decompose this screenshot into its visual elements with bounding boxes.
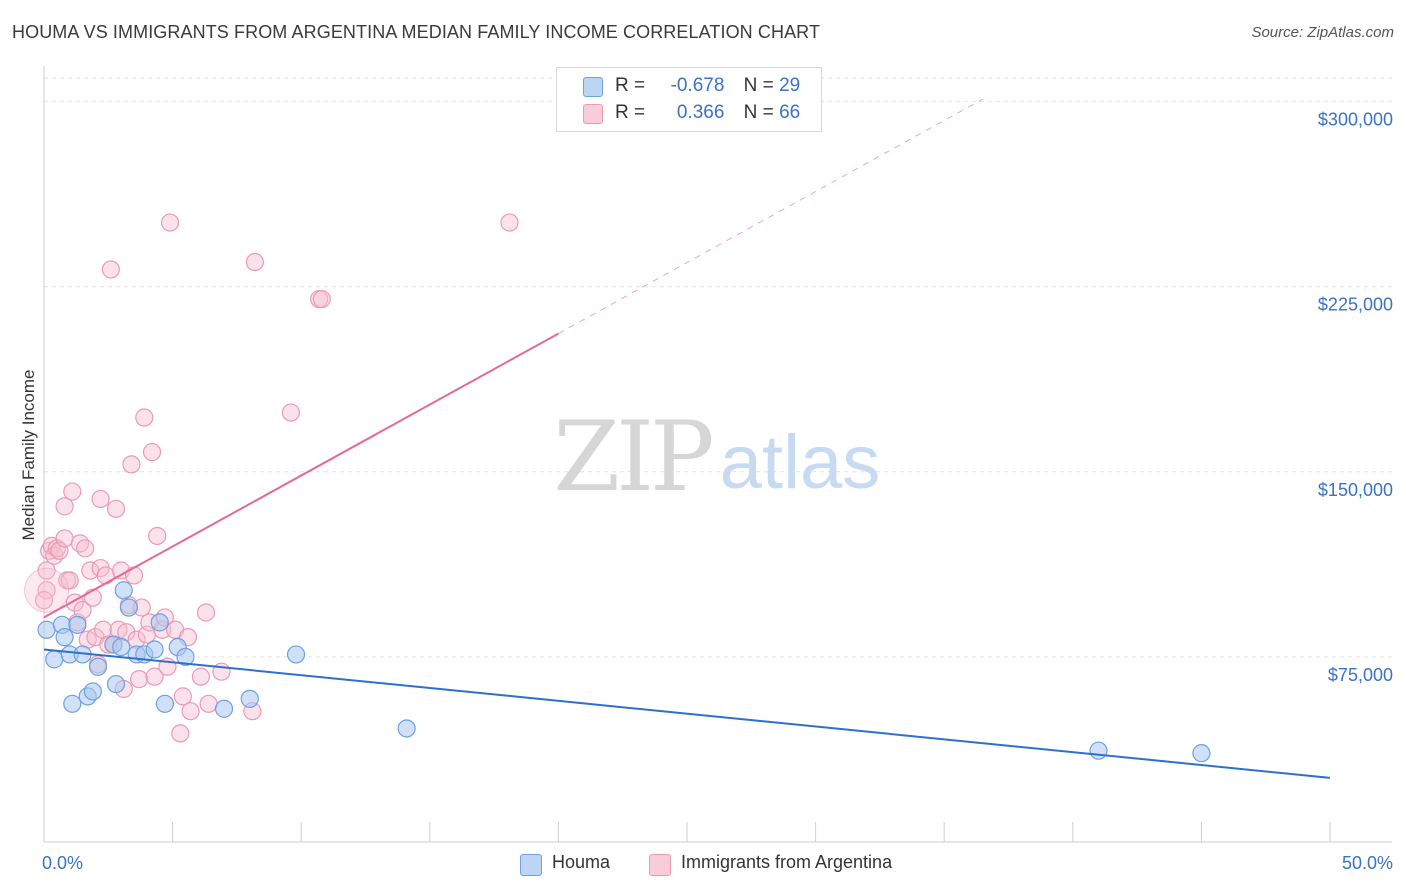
y-axis-label: Median Family Income [19, 369, 38, 540]
argentina-trend-extension [558, 98, 984, 335]
houma-point [68, 615, 87, 634]
y-tick-label: $300,000 [1318, 110, 1393, 130]
houma-point [45, 650, 64, 669]
houma-point [176, 647, 195, 667]
argentina-n-label: N = [743, 102, 774, 123]
tick-labels: $75,000 $150,000 $225,000 $300,000 0.0% 50.0% [42, 110, 1393, 873]
argentina-point [55, 529, 74, 548]
houma-point [1192, 744, 1211, 763]
houma-point [88, 657, 108, 676]
argentina-point [83, 588, 102, 607]
argentina-r-label: R = [615, 102, 646, 123]
houma-point [214, 699, 234, 718]
argentina-point [145, 667, 164, 686]
houma-point [155, 694, 174, 713]
argentina-point [281, 403, 301, 422]
argentina-point [148, 526, 167, 546]
argentina-point [101, 260, 120, 279]
houma-point [397, 719, 416, 738]
houma-point [114, 581, 133, 600]
argentina-point [122, 455, 141, 474]
argentina-point [106, 499, 126, 518]
houma-n-value: 29 [779, 75, 801, 96]
y-tick-label: $225,000 [1318, 295, 1393, 315]
argentina-point [181, 702, 200, 721]
argentina-n-value: 66 [779, 102, 801, 123]
y-tick-label: $150,000 [1318, 480, 1393, 500]
chart-title: HOUMA VS IMMIGRANTS FROM ARGENTINA MEDIA… [12, 22, 821, 42]
houma-point [119, 598, 138, 617]
y-tick-label: $75,000 [1328, 665, 1393, 685]
houma-r-value: -0.678 [670, 75, 725, 96]
houma-point [1089, 741, 1108, 760]
argentina-point [96, 566, 115, 585]
x-tick-label: 0.0% [42, 853, 83, 873]
houma-point [286, 645, 306, 664]
argentina-point [63, 482, 82, 501]
argentina-points [24, 213, 519, 743]
watermark-zip: ZIP [553, 401, 712, 513]
argentina-point [171, 724, 190, 743]
argentina-point [245, 252, 265, 272]
argentina-point [55, 497, 74, 516]
houma-swatch [583, 77, 603, 97]
argentina-point [70, 534, 90, 553]
argentina-trend-line [43, 332, 559, 619]
argentina-point [312, 289, 331, 309]
axes [43, 66, 1392, 843]
argentina-point [91, 489, 110, 509]
argentina-point [500, 213, 519, 232]
houma-point [145, 640, 164, 659]
houma-point [240, 689, 259, 708]
argentina-swatch [583, 104, 603, 124]
houma-point [37, 620, 56, 639]
watermark-atlas: atlas [720, 420, 881, 505]
bottom-argentina-label: Immigrants from Argentina [681, 852, 893, 872]
argentina-point [34, 591, 54, 610]
argentina-point-large [24, 567, 70, 613]
x-tick-label: 50.0% [1342, 853, 1393, 873]
watermark: ZIP atlas [553, 401, 880, 513]
argentina-point [160, 213, 180, 232]
bottom-argentina-swatch [649, 854, 671, 876]
argentina-r-value: 0.366 [676, 102, 725, 123]
argentina-point [37, 561, 56, 580]
grid-lines [44, 77, 1392, 658]
source-label: Source: ZipAtlas.com [1251, 24, 1394, 41]
houma-trend-line [43, 648, 1331, 779]
houma-point [83, 682, 102, 701]
houma-point [106, 674, 126, 694]
houma-point [55, 628, 74, 647]
houma-n-label: N = [743, 75, 774, 96]
argentina-point [135, 408, 154, 427]
argentina-point [142, 442, 162, 462]
trend-lines [43, 98, 1331, 779]
bottom-houma-swatch [520, 854, 542, 876]
argentina-point [60, 571, 79, 590]
argentina-point [76, 539, 95, 558]
houma-point [112, 637, 131, 657]
houma-point [150, 613, 169, 632]
houma-r-label: R = [615, 75, 646, 96]
argentina-point [191, 667, 210, 686]
argentina-point [45, 546, 64, 565]
houma-point [63, 694, 82, 713]
argentina-point [47, 539, 66, 558]
bottom-houma-label: Houma [552, 852, 611, 872]
argentina-point [173, 687, 192, 706]
argentina-point [196, 603, 216, 622]
argentina-point [130, 670, 149, 689]
argentina-point [199, 694, 218, 713]
correlation-legend: R = -0.678 N = 29 R = 0.366 N = 66 [556, 67, 822, 132]
argentina-point [124, 566, 144, 585]
